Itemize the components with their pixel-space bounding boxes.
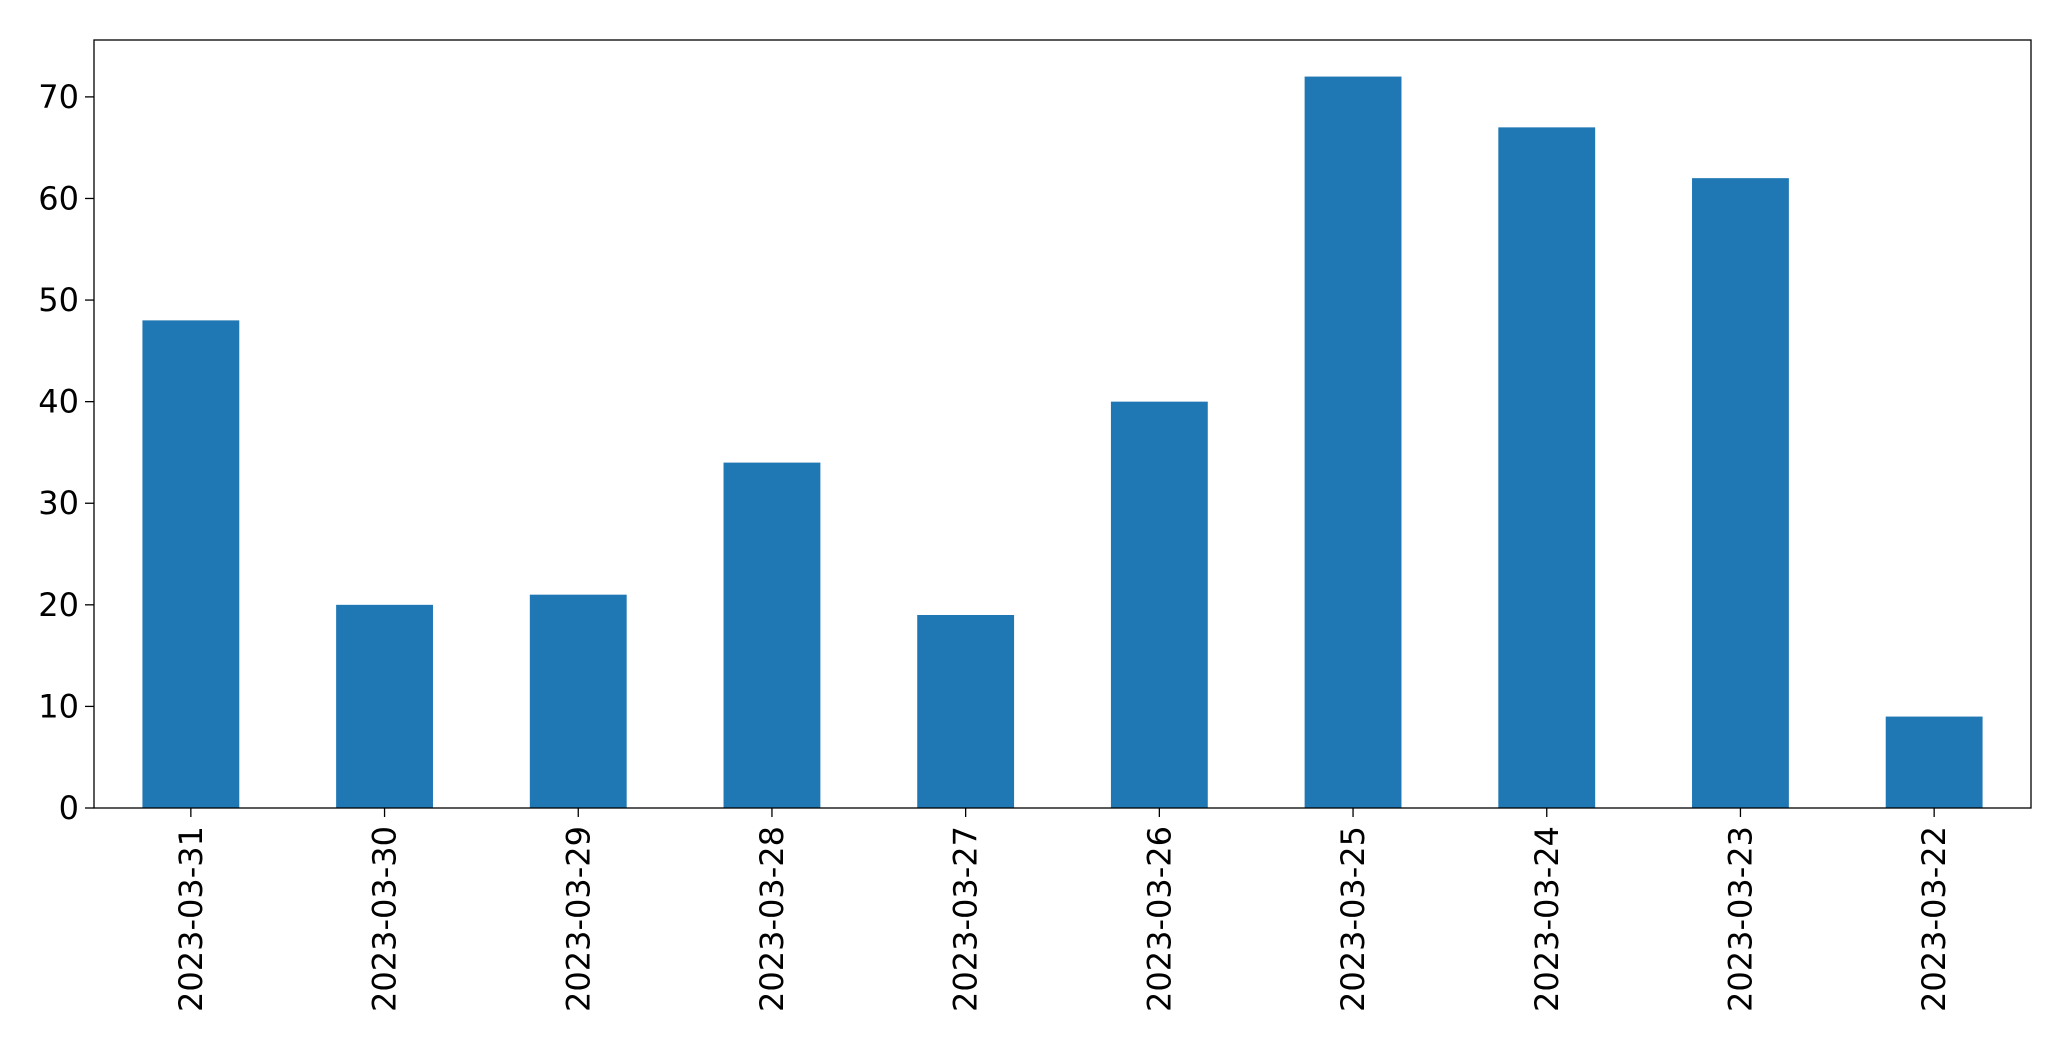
bar bbox=[1304, 76, 1402, 809]
bar bbox=[917, 614, 1015, 808]
bar bbox=[1692, 178, 1789, 808]
x-tick-label: 2023-03-23 bbox=[1721, 826, 1759, 1012]
x-tick-label: 2023-03-30 bbox=[366, 826, 404, 1012]
y-tick-label: 0 bbox=[59, 789, 79, 827]
x-tick-label: 2023-03-25 bbox=[1334, 826, 1372, 1012]
bar bbox=[723, 462, 821, 808]
x-tick-label: 2023-03-29 bbox=[559, 826, 597, 1012]
bar bbox=[529, 594, 627, 808]
y-tick-label: 30 bbox=[38, 484, 79, 522]
bar bbox=[1498, 127, 1596, 808]
bar bbox=[142, 320, 240, 808]
bar bbox=[336, 604, 433, 808]
bar bbox=[1110, 401, 1208, 808]
bar bbox=[1885, 716, 1983, 808]
plot-frame bbox=[93, 39, 2032, 809]
y-tick-label: 50 bbox=[38, 281, 79, 319]
y-tick-label: 40 bbox=[38, 383, 79, 421]
y-tick-label: 60 bbox=[38, 179, 79, 217]
y-tick-label: 70 bbox=[38, 78, 79, 116]
y-tick-label: 10 bbox=[38, 687, 79, 725]
x-tick-label: 2023-03-22 bbox=[1915, 826, 1953, 1012]
x-tick-label: 2023-03-27 bbox=[947, 826, 985, 1012]
x-tick-label: 2023-03-31 bbox=[172, 826, 210, 1012]
x-tick-label: 2023-03-26 bbox=[1140, 826, 1178, 1012]
y-tick-label: 20 bbox=[38, 586, 79, 624]
x-tick-label: 2023-03-24 bbox=[1528, 826, 1566, 1012]
x-tick-label: 2023-03-28 bbox=[753, 826, 791, 1012]
